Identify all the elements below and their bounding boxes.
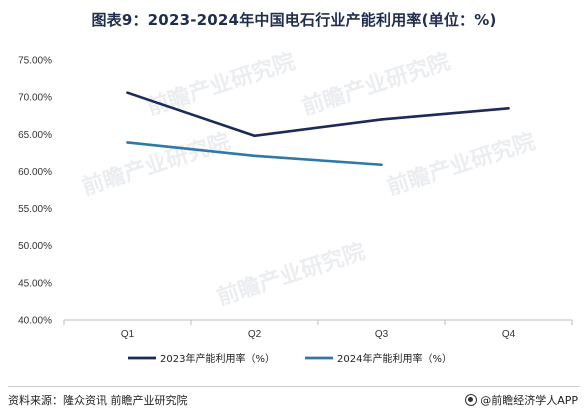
brand-text: @前瞻经济学人APP: [480, 394, 578, 407]
y-tick-label: 55.00%: [18, 204, 52, 215]
brand-credit: @前瞻经济学人APP: [465, 392, 578, 408]
y-tick-label: 60.00%: [18, 167, 52, 178]
legend-label-1: 2023年产能利用率（%）: [160, 352, 275, 365]
watermark-text: 前瞻产业研究院: [79, 128, 234, 200]
watermark-text: 前瞻产业研究院: [144, 48, 299, 120]
data-point-s2: [253, 154, 256, 158]
x-tick-label: Q1: [121, 329, 135, 340]
y-tick-label: 75.00%: [18, 56, 52, 67]
y-tick-label: 65.00%: [18, 130, 52, 141]
legend-label-2: 2024年产能利用率（%）: [337, 352, 452, 365]
data-point-s1: [126, 91, 129, 94]
data-point-s2: [126, 141, 129, 144]
x-tick-label: Q3: [375, 329, 389, 340]
y-tick-label: 70.00%: [18, 93, 52, 104]
chart-title: 图表9：2023-2024年中国电石行业产能利用率(单位：%): [91, 11, 497, 29]
chart-axes: 75.00% 70.00% 65.00% 60.00% 55.00% 50.00% 45.0…: [18, 56, 573, 340]
data-point-s2: [380, 163, 383, 167]
chart-series: [126, 91, 510, 167]
data-point-s1: [380, 118, 383, 121]
source-note: 资料来源：隆众资讯 前瞻产业研究院: [8, 394, 188, 407]
y-tick-label: 50.00%: [18, 241, 52, 252]
y-tick-label: 45.00%: [18, 278, 52, 289]
chart-legend: 2023年产能利用率（%） 2024年产能利用率（%）: [128, 352, 452, 365]
x-tick-label: Q4: [502, 329, 516, 340]
watermark-text: 前瞻产业研究院: [214, 238, 369, 310]
y-tick-label: 40.00%: [18, 316, 52, 327]
data-point-s1: [507, 106, 510, 110]
watermark-text: 前瞻产业研究院: [299, 48, 454, 120]
x-tick-label: Q2: [248, 329, 262, 340]
footer-divider: [8, 386, 580, 387]
data-point-s1: [253, 134, 256, 138]
series-line-1: [127, 91, 509, 138]
watermark-text: 前瞻产业研究院: [384, 128, 539, 200]
brand-logo-icon: [465, 394, 478, 406]
